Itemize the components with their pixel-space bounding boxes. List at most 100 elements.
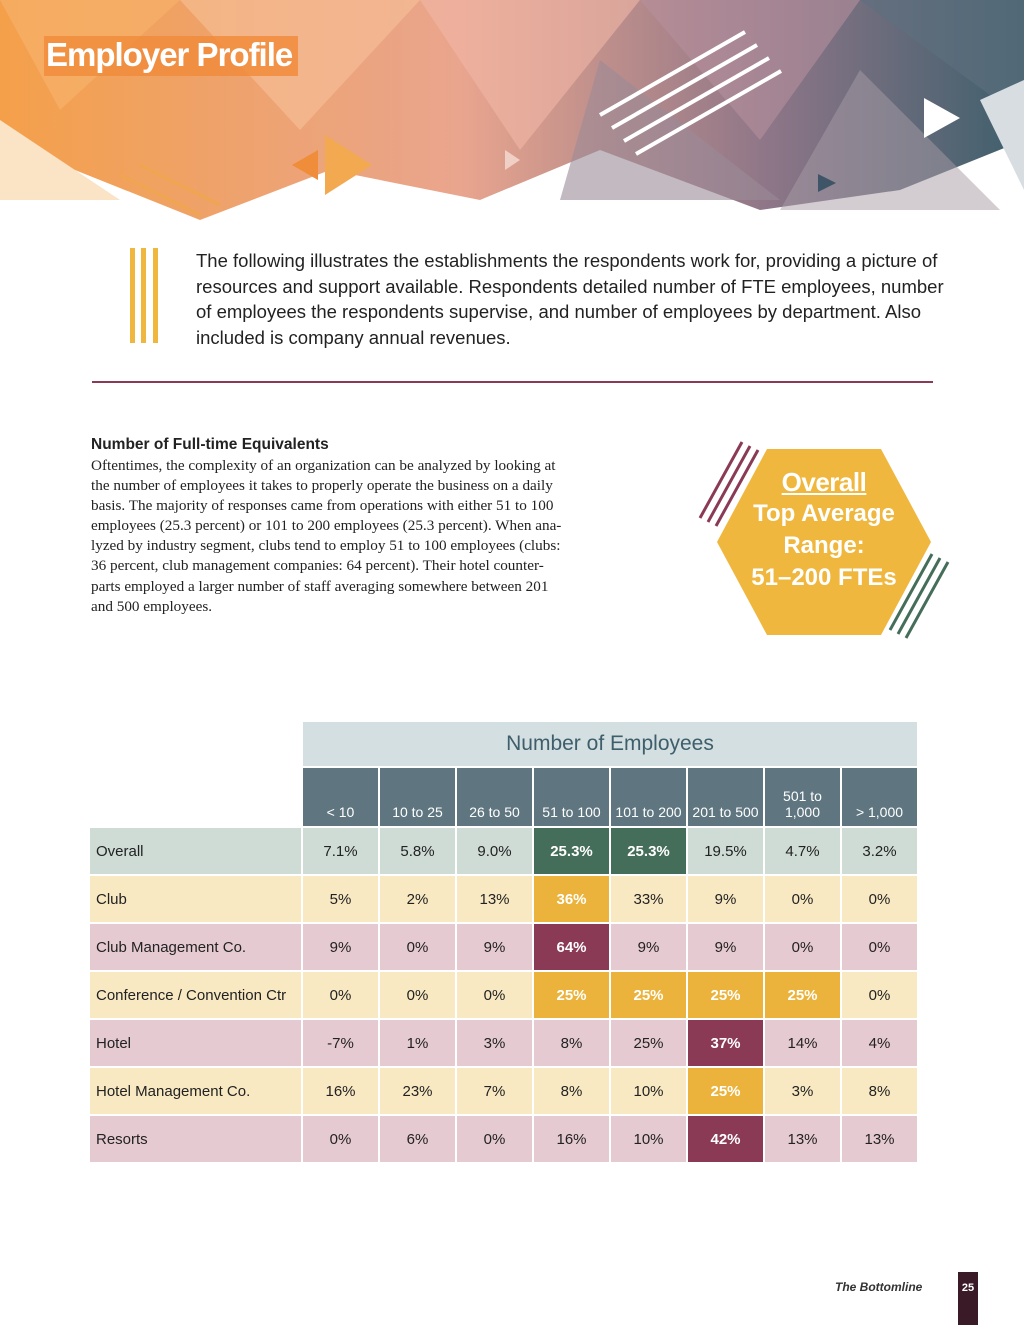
cell: 10% (609, 1066, 688, 1116)
cell: 1% (378, 1018, 457, 1068)
cell: 0% (455, 970, 534, 1020)
table-row: Club 5% 2% 13% 36% 33% 9% 0% 0% (90, 874, 919, 924)
cell: 0% (840, 970, 919, 1020)
cell: 8% (532, 1018, 611, 1068)
cell: 9.0% (455, 826, 534, 876)
cell: 9% (686, 874, 765, 924)
row-label: Overall (90, 826, 303, 876)
row-label: Conference / Convention Ctr (90, 970, 303, 1020)
cell: 0% (840, 874, 919, 924)
cell: 64% (532, 922, 611, 972)
cell: 3.2% (840, 826, 919, 876)
body-line: Oftentimes, the complexity of an organiz… (91, 457, 556, 474)
cell: 4.7% (763, 826, 842, 876)
cell: -7% (301, 1018, 380, 1068)
cell: 13% (455, 874, 534, 924)
body-line: lyzed by industry segment, clubs tend to… (91, 537, 561, 555)
cell: 42% (686, 1114, 765, 1164)
cell: 10% (609, 1114, 688, 1164)
cell: 8% (840, 1066, 919, 1116)
cell: 33% (609, 874, 688, 924)
cell: 13% (840, 1114, 919, 1164)
row-label: Resorts (90, 1114, 303, 1164)
table-title: Number of Employees (301, 720, 919, 768)
table-row: Club Management Co. 9% 0% 9% 64% 9% 9% 0% 0% (90, 922, 919, 972)
cell: 25% (686, 1066, 765, 1116)
cell: 36% (532, 874, 611, 924)
table-row: Conference / Convention Ctr 0% 0% 0% 25% 25% 2… (90, 970, 919, 1020)
cell: 25.3% (532, 826, 611, 876)
body-line: 36 percent, club management companies: 6… (91, 557, 544, 575)
cell: 3% (763, 1066, 842, 1116)
body-line: and 500 employees. (91, 597, 213, 615)
cell: 0% (840, 922, 919, 972)
page-title: Employer Profile (44, 36, 299, 76)
row-label: Club (90, 874, 303, 924)
cell: 8% (532, 1066, 611, 1116)
cell: 9% (455, 922, 534, 972)
row-label: Hotel Management Co. (90, 1066, 303, 1116)
body-line: basis. The majority of responses came fr… (91, 497, 554, 515)
employee-table: Number of Employees < 10 10 to 25 26 to 50… (90, 720, 919, 1164)
column-header: 501 to 1,000 (763, 766, 842, 828)
page-number: 25 (958, 1272, 978, 1325)
callout-line: Top Average (753, 500, 895, 527)
table-row: Hotel Management Co. 16% 23% 7% 8% 10% 25% 3% 8% (90, 1066, 919, 1116)
column-header: 10 to 25 (378, 766, 457, 828)
intro-line: of employees the respondents supervise, … (196, 301, 922, 322)
body-line: the number of employees it takes to prop… (91, 477, 553, 495)
cell: 0% (763, 874, 842, 924)
table-row: Resorts 0% 6% 0% 16% 10% 42% 13% 13% (90, 1114, 919, 1164)
cell: 19.5% (686, 826, 765, 876)
cell: 25% (532, 970, 611, 1020)
callout-line: Range: (783, 532, 865, 559)
cell: 14% (763, 1018, 842, 1068)
cell: 37% (686, 1018, 765, 1068)
cell: 9% (609, 922, 688, 972)
cell: 0% (301, 970, 380, 1020)
cell: 0% (763, 922, 842, 972)
cell: 4% (840, 1018, 919, 1068)
section: Number of Full-time Equivalents Oftentim… (91, 436, 561, 617)
cell: 25% (609, 970, 688, 1020)
column-header: 26 to 50 (455, 766, 534, 828)
intro: The following illustrates the establishm… (196, 248, 944, 350)
table-row: Overall 7.1% 5.8% 9.0% 25.3% 25.3% 19.5% 4.7% 3.… (90, 826, 919, 876)
cell: 25% (686, 970, 765, 1020)
cell: 9% (301, 922, 380, 972)
callout-title: Overall (781, 467, 867, 497)
cell: 5.8% (378, 826, 457, 876)
row-label: Club Management Co. (90, 922, 303, 972)
cell: 0% (378, 922, 457, 972)
intro-line: The following illustrates the establishm… (196, 250, 938, 271)
row-label: Hotel (90, 1018, 303, 1068)
cell: 16% (532, 1114, 611, 1164)
cell: 9% (686, 922, 765, 972)
cell: 0% (301, 1114, 380, 1164)
cell: 7.1% (301, 826, 380, 876)
cell: 7% (455, 1066, 534, 1116)
cell: 0% (378, 970, 457, 1020)
column-header: < 10 (301, 766, 380, 828)
cell: 3% (455, 1018, 534, 1068)
cell: 6% (378, 1114, 457, 1164)
intro-line: included is company annual revenues. (196, 326, 511, 348)
cell: 25.3% (609, 826, 688, 876)
column-header: 51 to 100 (532, 766, 611, 828)
publication: The Bottomline (835, 1280, 923, 1294)
cell: 5% (301, 874, 380, 924)
intro-line: resources and support available. Respond… (196, 275, 944, 297)
cell: 25% (609, 1018, 688, 1068)
cell: 0% (455, 1114, 534, 1164)
callout-line: 51–200 FTEs (751, 564, 897, 591)
cell: 16% (301, 1066, 380, 1116)
body-line: employees (25.3 percent) or 101 to 200 e… (91, 517, 562, 535)
column-header: > 1,000 (840, 766, 919, 828)
cell: 23% (378, 1066, 457, 1116)
cell: 13% (763, 1114, 842, 1164)
callout: Overall Top Average Range: 51–200 FTEs (717, 449, 931, 635)
cell: 25% (763, 970, 842, 1020)
column-header: 101 to 200 (609, 766, 688, 828)
section-heading: Number of Full-time Equivalents (91, 436, 329, 453)
